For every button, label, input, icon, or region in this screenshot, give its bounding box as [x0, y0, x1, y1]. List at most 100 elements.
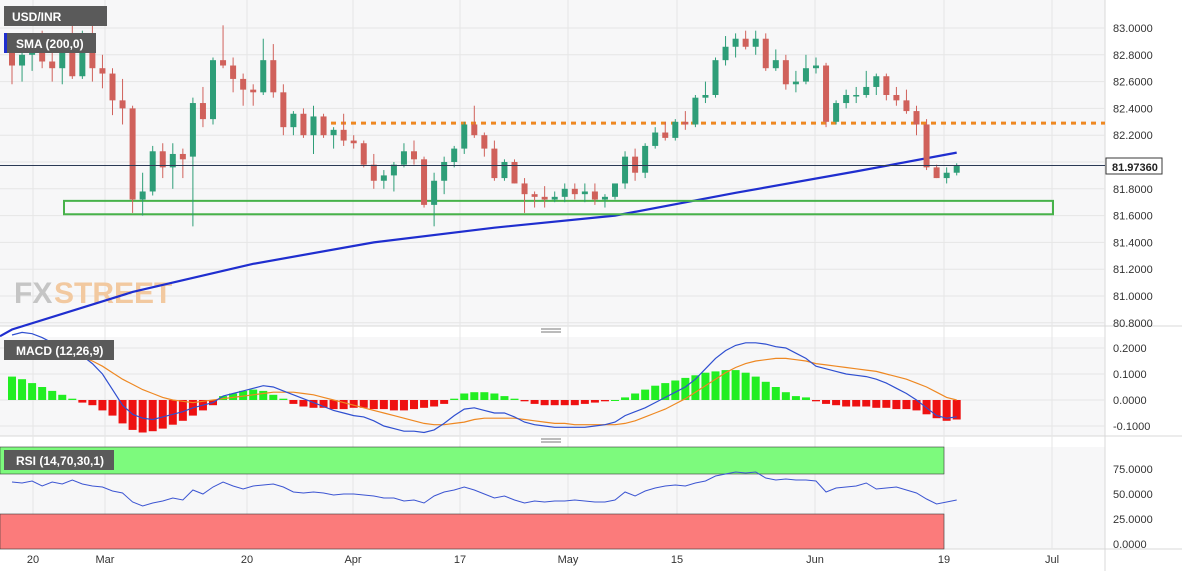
candle-body — [230, 65, 237, 79]
macd-histogram-bar — [98, 400, 107, 411]
rsi-legend[interactable]: RSI (14,70,30,1) — [4, 450, 114, 470]
candle-body — [923, 124, 930, 168]
candle-body — [340, 129, 347, 141]
candle-body — [199, 103, 206, 120]
macd-tick-label: -0.1000 — [1113, 421, 1150, 433]
sma-legend[interactable]: SMA (200,0) — [4, 33, 96, 53]
macd-histogram-bar — [530, 400, 539, 404]
candle-body — [813, 65, 819, 69]
candle-body — [652, 132, 659, 146]
candle-body — [712, 60, 719, 95]
macd-histogram-bar — [651, 385, 660, 400]
macd-histogram-bar — [621, 397, 630, 400]
macd-histogram-bar — [490, 393, 499, 400]
rsi-label: RSI (14,70,30,1) — [16, 454, 104, 468]
candle-body — [571, 188, 578, 195]
macd-histogram-bar — [259, 390, 268, 400]
candle-body — [179, 153, 186, 160]
candle-body — [642, 145, 649, 173]
macd-histogram-bar — [741, 372, 750, 400]
price-tick-label: 80.8000 — [1113, 318, 1153, 330]
candle-body — [79, 33, 86, 77]
panel-resize-handle[interactable] — [541, 328, 561, 333]
candle-body — [59, 38, 66, 69]
candle-body — [380, 175, 387, 181]
candle-body — [149, 151, 156, 192]
macd-histogram-bar — [48, 390, 57, 400]
candle-body — [210, 60, 216, 120]
macd-histogram-bar — [590, 400, 599, 403]
candle-body — [692, 97, 699, 125]
macd-histogram-bar — [289, 400, 298, 404]
macd-histogram-bar — [58, 394, 67, 400]
candle-body — [471, 124, 478, 136]
sma-layer — [0, 151, 957, 338]
candle-body — [802, 68, 809, 82]
candle-body — [421, 159, 428, 205]
watermark-fx: FX — [14, 277, 52, 310]
candle-body — [511, 162, 518, 184]
candle-body — [591, 191, 598, 200]
macd-histogram-bar — [329, 400, 338, 410]
macd-histogram-bar — [299, 400, 308, 407]
candle-body — [300, 113, 307, 136]
candle-body — [290, 113, 297, 128]
macd-histogram-bar — [108, 400, 117, 416]
candle-body — [169, 153, 176, 168]
macd-histogram-bar — [450, 398, 459, 400]
candle-body — [742, 38, 749, 47]
candle-body — [99, 68, 106, 74]
macd-histogram-bar — [550, 400, 559, 406]
time-tick-label: 17 — [454, 554, 466, 566]
macd-histogram-bar — [520, 400, 529, 402]
macd-histogram-bar — [279, 398, 288, 400]
price-tick-label: 81.8000 — [1113, 184, 1153, 196]
macd-histogram-bar — [751, 376, 760, 400]
panel-resize-handle[interactable] — [541, 438, 561, 443]
time-tick-label: Jun — [806, 554, 824, 566]
time-tick-label: May — [558, 554, 579, 566]
candle-body — [501, 162, 508, 179]
rsi-tick-label: 50.0000 — [1113, 489, 1153, 501]
price-tick-label: 81.6000 — [1113, 211, 1153, 223]
macd-histogram-bar — [862, 400, 871, 407]
candle-body — [541, 196, 548, 200]
candle-body — [632, 156, 639, 173]
macd-tick-label: 0.0000 — [1113, 395, 1147, 407]
macd-histogram-bar — [138, 400, 147, 433]
candle-body — [853, 95, 860, 97]
macd-histogram-bar — [369, 400, 378, 410]
macd-histogram-bar — [510, 398, 519, 400]
macd-histogram-bar — [168, 400, 177, 425]
rsi-tick-label: 0.0000 — [1113, 539, 1147, 551]
macd-histogram-bar — [470, 392, 479, 400]
candle-body — [280, 92, 287, 128]
macd-histogram-bar — [872, 400, 881, 408]
macd-histogram-bar — [902, 400, 911, 410]
candle-body — [159, 151, 166, 168]
macd-histogram-bar — [38, 387, 47, 400]
symbol-legend[interactable]: USD/INR — [4, 6, 107, 26]
macd-histogram-bar — [339, 400, 348, 410]
macd-histogram-bar — [430, 400, 439, 407]
candle-body — [220, 60, 227, 66]
macd-histogram-bar — [239, 390, 248, 400]
candle-body — [913, 111, 920, 125]
candle-body — [400, 151, 407, 165]
macd-legend[interactable]: MACD (12,26,9) — [4, 340, 114, 360]
candle-body — [270, 60, 277, 93]
macd-histogram-bar — [118, 400, 127, 424]
sma-label: SMA (200,0) — [16, 37, 84, 51]
rsi-tick-label: 25.0000 — [1113, 514, 1153, 526]
macd-histogram-bar — [671, 380, 680, 400]
symbol-label: USD/INR — [12, 10, 62, 24]
macd-histogram-bar — [68, 398, 77, 400]
candle-body — [370, 164, 377, 181]
macd-histogram-bar — [842, 400, 851, 407]
rsi-layer — [0, 446, 957, 550]
price-tick-label: 82.2000 — [1113, 130, 1153, 142]
candle-body — [350, 140, 357, 144]
macd-signal-line — [11, 342, 957, 426]
